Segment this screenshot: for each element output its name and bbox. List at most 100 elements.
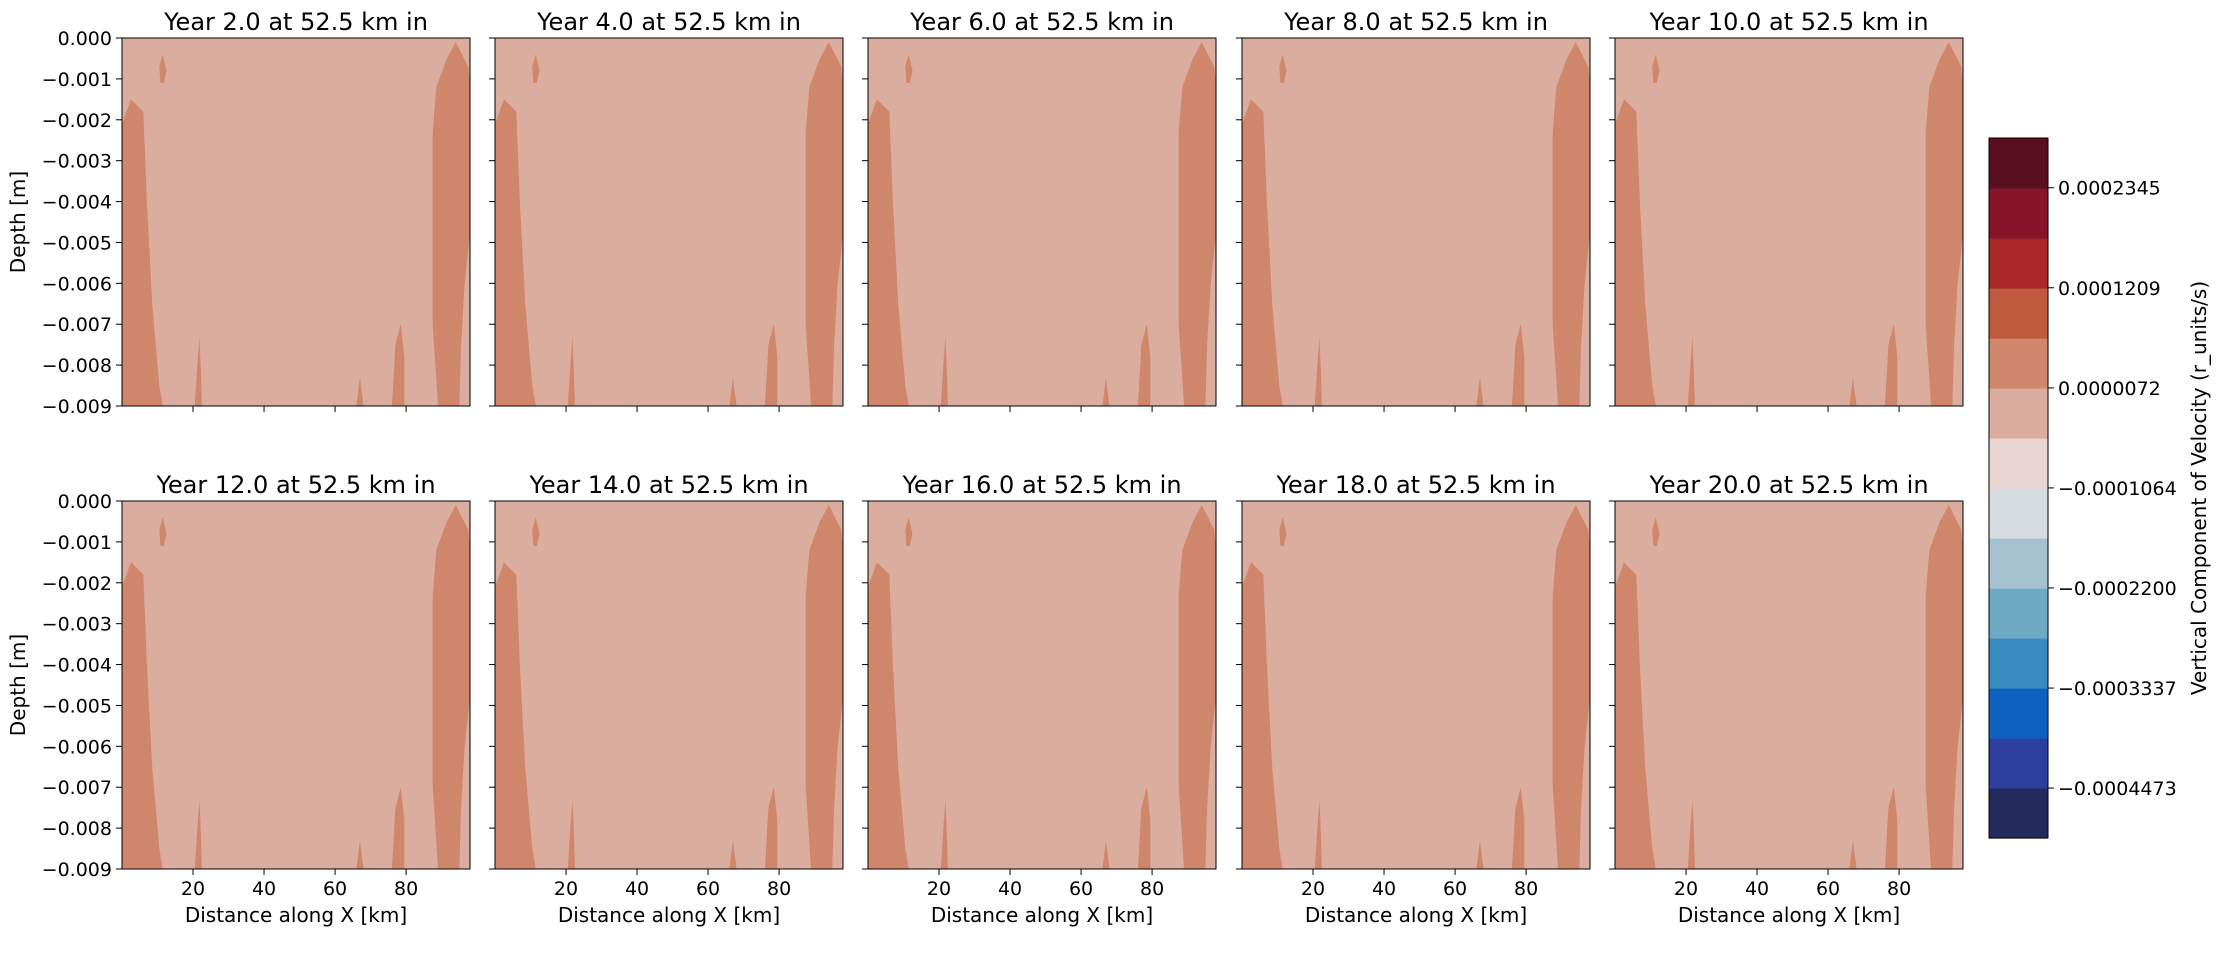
background-contour-level — [495, 501, 843, 869]
y-tick-label: −0.005 — [42, 695, 112, 717]
colorbar-level — [1989, 588, 2048, 639]
y-tick-label: 0.000 — [58, 491, 112, 513]
contour-region — [805, 42, 843, 406]
panel-title: Year 4.0 at 52.5 km in — [536, 8, 801, 36]
y-tick-label: −0.007 — [42, 777, 112, 799]
contour-region — [1178, 505, 1216, 869]
contour-region — [1476, 377, 1484, 406]
panel: Year 14.0 at 52.5 km in 20 40 60 80 Distance … — [489, 471, 844, 927]
x-tick-label: 20 — [181, 878, 205, 900]
y-tick-label: −0.002 — [42, 110, 112, 132]
colorbar-level — [1989, 688, 2048, 739]
contour-region — [194, 336, 202, 406]
contour-region — [905, 54, 913, 83]
y-tick-label: −0.008 — [42, 818, 112, 840]
contour-region — [432, 505, 470, 869]
contour-region — [868, 562, 909, 869]
colorbar-tick-label: 0.0001209 — [2058, 278, 2161, 300]
contour-region — [567, 336, 575, 406]
x-tick-label: 20 — [1301, 878, 1325, 900]
x-tick-label: 80 — [1887, 878, 1911, 900]
panel-title: Year 10.0 at 52.5 km in — [1648, 8, 1928, 36]
background-contour-level — [1242, 38, 1590, 406]
panel: Year 20.0 at 52.5 km in 20 40 60 80 Distance … — [1609, 471, 1964, 927]
x-tick-label: 80 — [767, 878, 791, 900]
axes-frame — [494, 500, 844, 870]
x-tick-label: 40 — [252, 878, 276, 900]
contour-region — [729, 840, 737, 869]
x-tick-label: 40 — [625, 878, 649, 900]
y-tick-label: −0.003 — [42, 614, 112, 636]
background-contour-level — [495, 38, 843, 406]
contour-region — [868, 99, 909, 407]
contour-region — [532, 54, 540, 83]
background-contour-level — [1615, 501, 1963, 869]
contour-region — [1652, 517, 1660, 546]
background-contour-level — [868, 501, 1216, 869]
colorbar-level — [1989, 488, 2048, 539]
contour-region — [729, 377, 737, 406]
y-tick-label: −0.003 — [42, 151, 112, 173]
colorbar-level — [1989, 788, 2048, 839]
y-tick-label: −0.007 — [42, 314, 112, 336]
x-axis-label: Distance along X [km] — [558, 903, 780, 927]
x-axis-label: Distance along X [km] — [1678, 903, 1900, 927]
background-contour-level — [122, 501, 470, 869]
contour-region — [1102, 840, 1110, 869]
contour-region — [1652, 54, 1660, 83]
x-tick-label: 40 — [1745, 878, 1769, 900]
contour-region — [1552, 42, 1590, 406]
y-tick-label: −0.002 — [42, 573, 112, 595]
contour-region — [1687, 336, 1695, 406]
y-tick-label: −0.001 — [42, 69, 112, 91]
x-axis-label: Distance along X [km] — [1305, 903, 1527, 927]
panel-title: Year 16.0 at 52.5 km in — [901, 471, 1181, 499]
contour-region — [1279, 54, 1287, 83]
colorbar-tick-label: −0.0004473 — [2058, 778, 2177, 800]
x-tick-label: 80 — [394, 878, 418, 900]
panel-title: Year 6.0 at 52.5 km in — [909, 8, 1174, 36]
contour-region — [764, 324, 778, 406]
contour-region — [805, 505, 843, 869]
colorbar-label: Vertical Component of Velocity (r_units/… — [2187, 281, 2211, 695]
axes-frame — [1614, 500, 1964, 870]
x-tick-label: 40 — [998, 878, 1022, 900]
colorbar-level — [1989, 388, 2048, 439]
y-tick-label: 0.000 — [58, 28, 112, 50]
y-tick-label: −0.006 — [42, 736, 112, 758]
contour-region — [391, 787, 405, 869]
contour-region — [1615, 562, 1656, 869]
contour-region — [495, 562, 536, 869]
x-tick-label: 20 — [1674, 878, 1698, 900]
colorbar: 0.0002345 0.0001209 0.0000072 −0.0001064 −0.… — [1988, 137, 2211, 839]
y-tick-label: −0.009 — [42, 396, 112, 418]
x-tick-label: 40 — [1372, 878, 1396, 900]
contour-region — [1925, 42, 1963, 406]
axes-frame — [121, 37, 471, 407]
contour-region — [122, 562, 163, 869]
y-tick-label: −0.005 — [42, 232, 112, 254]
colorbar-level — [1989, 438, 2048, 489]
contour-region — [1314, 799, 1322, 869]
colorbar-level — [1989, 738, 2048, 789]
y-tick-label: −0.004 — [42, 192, 112, 214]
y-tick-label: −0.006 — [42, 273, 112, 295]
contour-region — [1242, 99, 1283, 407]
panel: Year 12.0 at 52.5 km in 0.000 −0.001 −0.002… — [6, 471, 471, 927]
contour-region — [356, 840, 364, 869]
panel-title: Year 12.0 at 52.5 km in — [155, 471, 435, 499]
contour-region — [1314, 336, 1322, 406]
panel: Year 18.0 at 52.5 km in 20 40 60 80 Distance … — [1236, 471, 1591, 927]
x-tick-label: 20 — [927, 878, 951, 900]
colorbar-tick-label: 0.0002345 — [2058, 178, 2161, 200]
panel-title: Year 8.0 at 52.5 km in — [1283, 8, 1548, 36]
contour-region — [1242, 562, 1283, 869]
contour-region — [495, 99, 536, 407]
panel-title: Year 14.0 at 52.5 km in — [528, 471, 808, 499]
contour-region — [1178, 42, 1216, 406]
panel: Year 10.0 at 52.5 km in — [1609, 8, 1964, 412]
colorbar-level — [1989, 188, 2048, 239]
contour-region — [1137, 787, 1151, 869]
contour-region — [1137, 324, 1151, 406]
